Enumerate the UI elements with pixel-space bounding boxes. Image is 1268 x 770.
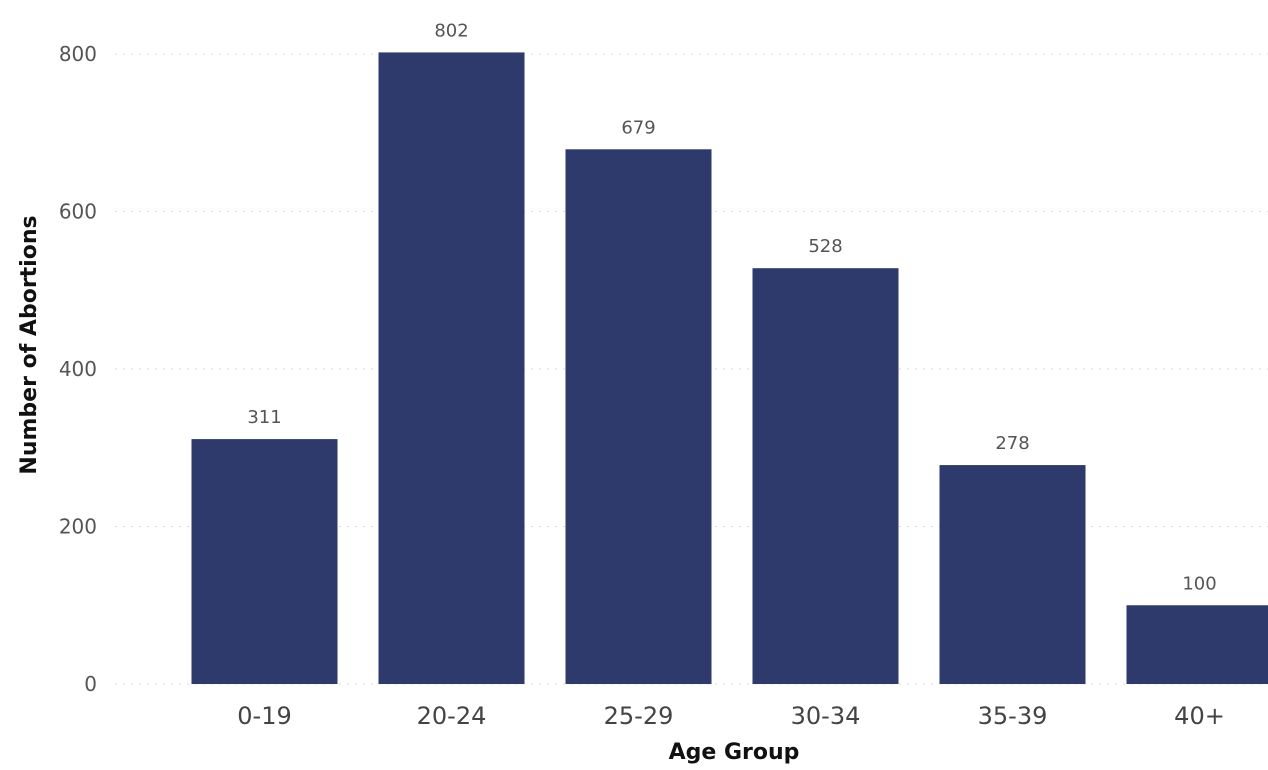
y-axis-title: Number of Abortions [17, 215, 42, 474]
x-axis-title: Age Group [669, 740, 800, 765]
x-tick-label: 0-19 [237, 702, 291, 730]
x-tick-label: 25-29 [604, 702, 674, 730]
bar-35-39 [939, 465, 1086, 684]
bar-25-29 [565, 149, 712, 685]
data-labels: 311 802 679 528 278 100 [247, 20, 1216, 594]
data-label: 679 [621, 117, 655, 138]
x-axis-ticks: 0-19 20-24 25-29 30-34 35-39 40+ [237, 702, 1225, 730]
x-tick-label: 40+ [1174, 702, 1225, 730]
bar-30-34 [752, 268, 899, 684]
y-tick-label: 800 [59, 42, 97, 66]
data-label: 528 [808, 236, 842, 257]
data-label: 100 [1182, 573, 1216, 594]
bars [191, 52, 1268, 685]
data-label: 278 [995, 433, 1029, 454]
y-tick-label: 200 [59, 515, 97, 539]
bar-20-24 [378, 52, 525, 685]
x-tick-label: 35-39 [978, 702, 1048, 730]
bar-0-19 [191, 439, 338, 684]
x-tick-label: 20-24 [417, 702, 487, 730]
y-tick-label: 600 [59, 200, 97, 224]
x-tick-label: 30-34 [791, 702, 861, 730]
y-axis-ticks: 0 200 400 600 800 [59, 42, 97, 696]
y-tick-label: 400 [59, 357, 97, 381]
bar-40+ [1126, 605, 1268, 684]
data-label: 311 [247, 407, 281, 428]
data-label: 802 [434, 20, 468, 41]
y-tick-label: 0 [84, 672, 97, 696]
